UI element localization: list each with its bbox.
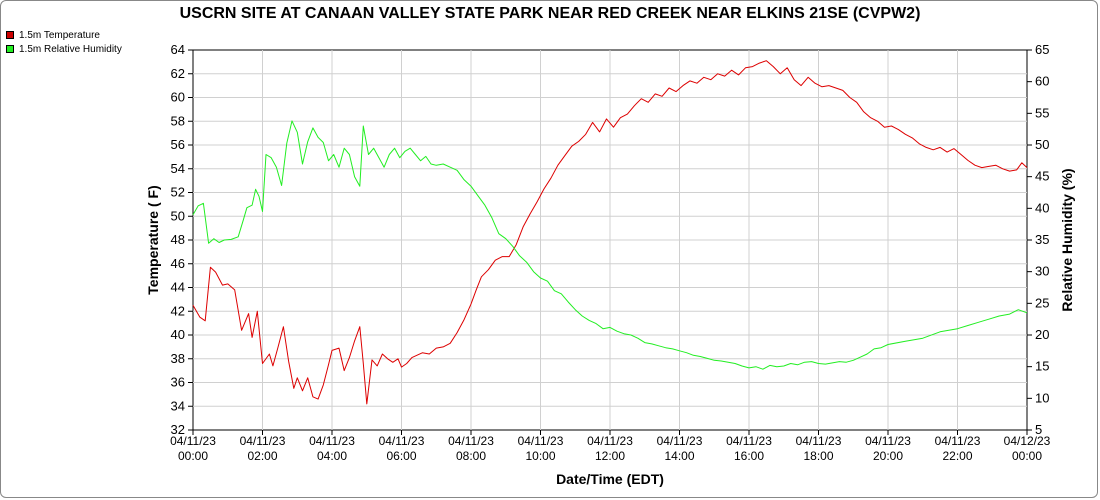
y-left-tick-label: 46 [171,256,185,271]
humidity-series-line [192,120,1028,370]
y-right-tick-label: 20 [1035,327,1049,342]
y-right-tick-label: 65 [1035,42,1049,57]
x-tick-label-time: 06:00 [386,449,416,463]
y-left-tick-label: 62 [171,66,185,81]
y-right-tick-label: 15 [1035,359,1049,374]
y-right-tick-label: 30 [1035,264,1049,279]
y-right-tick-label: 55 [1035,105,1049,120]
y-left-tick-label: 64 [171,42,185,57]
y-left-tick-label: 42 [171,303,185,318]
x-tick-label-time: 12:00 [595,449,625,463]
y-right-tick-label: 40 [1035,200,1049,215]
legend-swatch-humidity [6,45,14,53]
x-tick-label-time: 14:00 [664,449,694,463]
y-right-tick-label: 25 [1035,295,1049,310]
x-tick-label-date: 04/11/23 [865,434,911,448]
x-tick-label-time: 08:00 [456,449,486,463]
x-tick-label-date: 04/11/23 [935,434,981,448]
x-axis-title: Date/Time (EDT) [556,471,664,487]
y-right-tick-label: 5 [1035,422,1042,437]
x-tick-label-date: 04/11/23 [240,434,286,448]
x-tick-label-date: 04/11/23 [796,434,842,448]
y-right-axis-title: Relative Humidity (%) [1059,168,1075,311]
y-left-tick-label: 48 [171,232,185,247]
legend-item-temperature: 1.5m Temperature [6,28,122,42]
y-left-tick-label: 38 [171,351,185,366]
x-tick-label-date: 04/11/23 [518,434,564,448]
y-left-tick-label: 60 [171,90,185,105]
x-tick-label-date: 04/11/23 [657,434,703,448]
legend-label-humidity: 1.5m Relative Humidity [19,43,122,55]
y-left-tick-label: 36 [171,375,185,390]
y-right-tick-label: 60 [1035,74,1049,89]
y-left-tick-label: 40 [171,327,185,342]
y-left-tick-label: 58 [171,113,185,128]
legend-item-humidity: 1.5m Relative Humidity [6,42,122,56]
y-left-tick-label: 54 [171,161,185,176]
y-right-tick-label: 10 [1035,390,1049,405]
x-tick-label-date: 04/12/23 [1004,434,1051,448]
legend-label-temperature: 1.5m Temperature [19,29,100,41]
temperature-series-line [192,60,1028,405]
x-tick-label-time: 22:00 [942,449,972,463]
x-tick-label-time: 02:00 [247,449,277,463]
legend-swatch-temperature [6,31,14,39]
y-left-tick-label: 50 [171,208,185,223]
y-left-tick-label: 56 [171,137,185,152]
x-tick-label-time: 10:00 [525,449,555,463]
y-left-axis-title: Temperature ( F) [145,185,161,294]
x-tick-label-date: 04/11/23 [379,434,425,448]
chart-title: USCRN SITE AT CANAAN VALLEY STATE PARK N… [179,5,921,22]
x-tick-label-date: 04/11/23 [587,434,633,448]
x-tick-label-time: 16:00 [734,449,764,463]
x-tick-label-time: 00:00 [1012,449,1042,463]
x-tick-label-time: 00:00 [178,449,208,463]
x-tick-label-date: 04/11/23 [448,434,494,448]
x-tick-label-time: 18:00 [803,449,833,463]
y-left-tick-label: 52 [171,185,185,200]
y-left-tick-label: 44 [171,280,185,295]
y-right-tick-label: 35 [1035,232,1049,247]
x-tick-label-time: 20:00 [873,449,903,463]
y-right-tick-label: 45 [1035,169,1049,184]
y-right-tick-label: 50 [1035,137,1049,152]
y-left-tick-label: 32 [171,422,185,437]
x-tick-label-date: 04/11/23 [309,434,355,448]
x-tick-label-date: 04/11/23 [726,434,772,448]
y-left-tick-label: 34 [171,398,185,413]
legend: 1.5m Temperature 1.5m Relative Humidity [6,28,122,56]
x-tick-label-time: 04:00 [317,449,347,463]
x-tick-label-date: 04/11/23 [170,434,216,448]
